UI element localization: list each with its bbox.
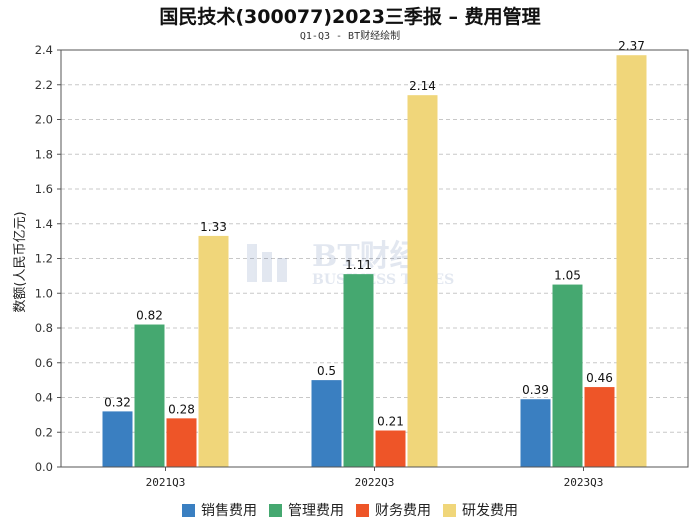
x-tick-label: 2022Q3 (355, 476, 395, 489)
bar (616, 55, 647, 468)
y-tick-label: 0.0 (35, 460, 53, 474)
legend-label: 财务费用 (375, 503, 431, 519)
bar (102, 411, 133, 467)
y-tick-label: 1.0 (35, 286, 53, 300)
bars: 0.32 0.82 0.28 1.33 0.5 1.11 0.21 2.14 0.39 1.05 0… (102, 39, 647, 468)
legend-label: 管理费用 (288, 503, 344, 519)
bar (198, 235, 229, 467)
bar-value-label: 0.82 (136, 309, 163, 323)
y-tick-label: 1.2 (35, 252, 53, 266)
bar-value-label: 0.39 (522, 383, 549, 397)
y-tick-label: 1.6 (35, 182, 53, 196)
bar-value-label: 0.28 (168, 402, 195, 416)
y-tick-label: 2.2 (35, 78, 53, 92)
bar-value-label: 0.32 (104, 395, 131, 409)
x-tick-label: 2021Q3 (146, 476, 186, 489)
legend-label: 销售费用 (201, 503, 257, 519)
legend-swatch (182, 503, 195, 517)
bar (520, 399, 551, 467)
bar (375, 430, 406, 467)
legend: 销售费用 管理费用 财务费用 研发费用 (0, 500, 700, 520)
bar (584, 387, 615, 467)
bar (166, 418, 197, 467)
bar-value-label: 2.37 (618, 39, 645, 53)
bar (552, 284, 583, 467)
legend-label: 研发费用 (462, 503, 518, 519)
bar (311, 380, 342, 467)
chart-title: 国民技术(300077)2023三季报 – 费用管理 (159, 6, 541, 28)
bar (134, 324, 165, 467)
bar-value-label: 0.46 (586, 371, 613, 385)
legend-swatch (356, 503, 369, 517)
bar-value-label: 2.14 (409, 79, 436, 93)
y-axis-label: 数额(人民币亿元) (13, 211, 28, 312)
y-tick-label: 1.4 (35, 217, 53, 231)
watermark-text: BT财经 (312, 239, 420, 274)
legend-swatch (269, 503, 282, 517)
y-tick-label: 1.8 (35, 147, 53, 161)
legend-swatch (443, 503, 456, 517)
x-tick-label: 2023Q3 (564, 476, 604, 489)
y-tick-label: 2.4 (35, 43, 53, 57)
legend-item: 销售费用 (182, 500, 257, 520)
chart-subtitle: Q1-Q3 - BT财经绘制 (299, 31, 401, 42)
bar-value-label: 1.11 (345, 258, 372, 272)
y-tick-label: 0.8 (35, 321, 53, 335)
legend-item: 管理费用 (269, 500, 344, 520)
legend-item: 财务费用 (356, 500, 431, 520)
bar-value-label: 1.33 (200, 220, 227, 234)
y-tick-label: 0.4 (35, 391, 53, 405)
legend-item: 研发费用 (443, 500, 518, 520)
bar-value-label: 1.05 (554, 269, 581, 283)
bar (343, 274, 374, 467)
bar (407, 95, 438, 468)
y-tick-label: 0.2 (35, 425, 53, 439)
y-tick-label: 0.6 (35, 356, 53, 370)
axes: 0.0 0.2 0.4 0.6 0.8 1.0 1.2 1.4 1.6 1.8 2.0 2.2 2.4 2… (35, 43, 689, 489)
bar-value-label: 0.5 (317, 364, 336, 378)
bar-value-label: 0.21 (377, 415, 404, 429)
y-tick-label: 2.0 (35, 113, 53, 127)
